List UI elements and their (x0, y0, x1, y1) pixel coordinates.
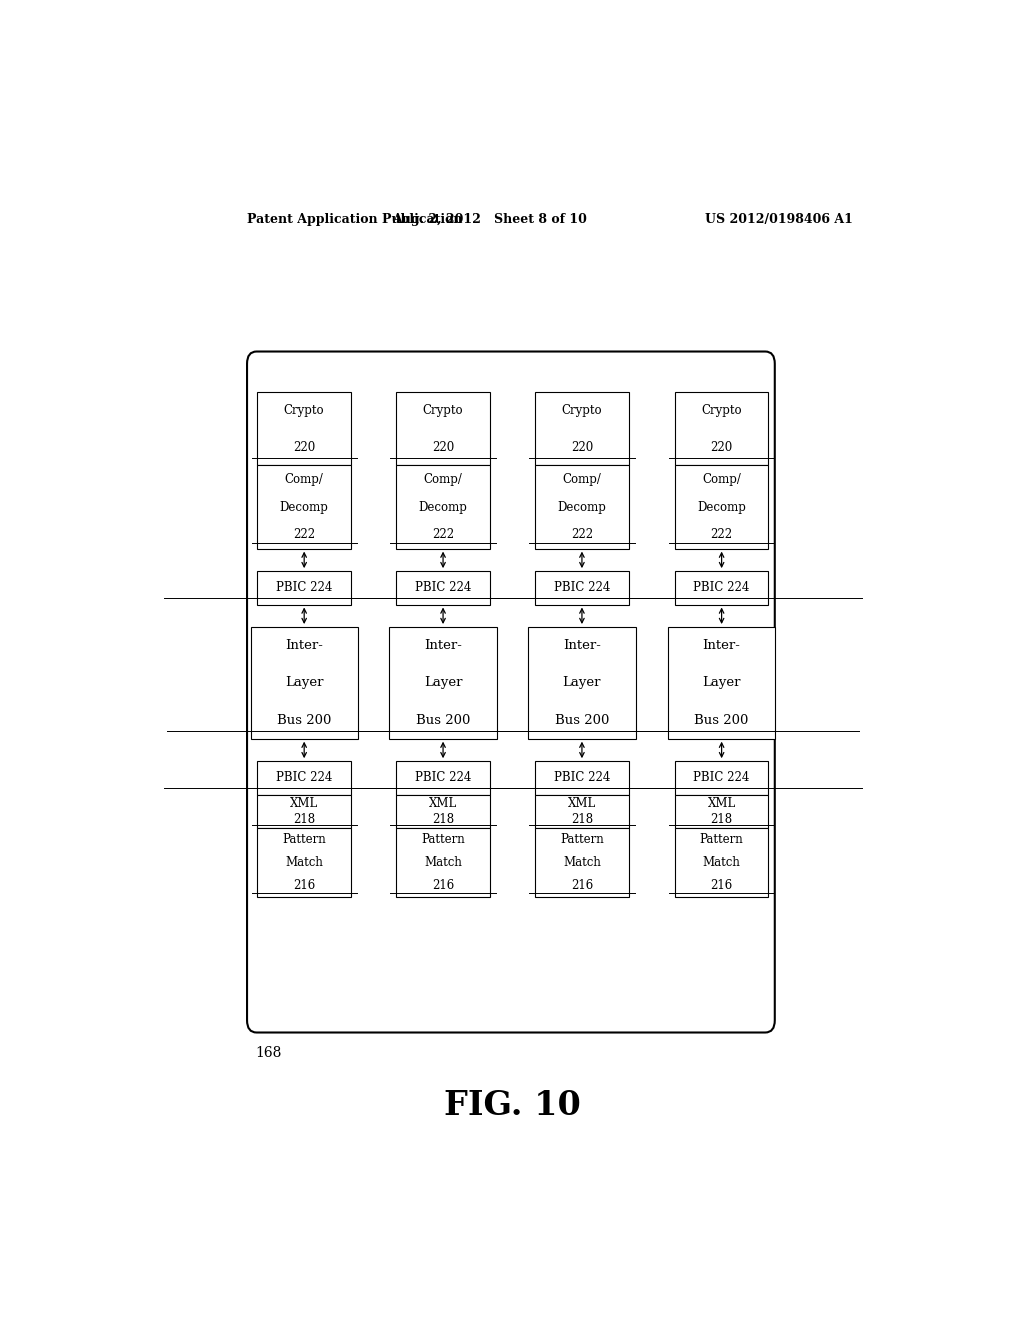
Text: PBIC 224: PBIC 224 (415, 581, 471, 594)
Text: Inter-: Inter- (286, 639, 324, 652)
Text: Comp/: Comp/ (424, 473, 463, 486)
Text: Bus 200: Bus 200 (694, 714, 749, 726)
Bar (675, 392, 768, 466)
Bar (675, 762, 768, 795)
Text: Decomp: Decomp (697, 500, 746, 513)
Text: Comp/: Comp/ (285, 473, 324, 486)
Text: Crypto: Crypto (423, 404, 464, 417)
Bar (257, 828, 351, 898)
Bar (389, 627, 497, 739)
Text: 218: 218 (432, 813, 454, 826)
Text: PBIC 224: PBIC 224 (554, 581, 610, 594)
Text: PBIC 224: PBIC 224 (693, 581, 750, 594)
Text: Pattern: Pattern (283, 833, 326, 846)
Text: 216: 216 (432, 879, 455, 892)
Bar (536, 795, 629, 828)
Text: Crypto: Crypto (284, 404, 325, 417)
Text: Inter-: Inter- (424, 639, 462, 652)
Text: Comp/: Comp/ (702, 473, 741, 486)
Bar (396, 392, 489, 466)
FancyBboxPatch shape (247, 351, 775, 1032)
Bar (528, 627, 636, 739)
Text: Inter-: Inter- (702, 639, 740, 652)
Text: Match: Match (424, 857, 462, 870)
Text: XML: XML (429, 796, 457, 809)
Bar (257, 762, 351, 795)
Text: 218: 218 (711, 813, 733, 826)
Text: PBIC 224: PBIC 224 (693, 771, 750, 784)
Text: 168: 168 (255, 1045, 282, 1060)
Text: 216: 216 (711, 879, 733, 892)
Bar (536, 392, 629, 466)
Text: 216: 216 (570, 879, 593, 892)
Text: Match: Match (702, 857, 740, 870)
Bar (675, 795, 768, 828)
Text: 222: 222 (293, 528, 315, 541)
Bar (396, 572, 489, 605)
Text: 222: 222 (432, 528, 454, 541)
Bar (257, 466, 351, 549)
Text: Layer: Layer (285, 676, 324, 689)
Text: Bus 200: Bus 200 (276, 714, 332, 726)
Text: PBIC 224: PBIC 224 (415, 771, 471, 784)
Bar (536, 762, 629, 795)
Text: Patent Application Publication: Patent Application Publication (247, 213, 463, 226)
Text: Pattern: Pattern (560, 833, 604, 846)
Text: US 2012/0198406 A1: US 2012/0198406 A1 (705, 213, 853, 226)
Text: 216: 216 (293, 879, 315, 892)
Text: 222: 222 (570, 528, 593, 541)
Text: Aug. 2, 2012   Sheet 8 of 10: Aug. 2, 2012 Sheet 8 of 10 (391, 213, 587, 226)
Bar (396, 828, 489, 898)
Bar (668, 627, 775, 739)
Bar (257, 795, 351, 828)
Text: 220: 220 (570, 441, 593, 454)
Bar (536, 572, 629, 605)
Text: Decomp: Decomp (557, 500, 606, 513)
Bar (675, 466, 768, 549)
Text: FIG. 10: FIG. 10 (444, 1089, 582, 1122)
Bar (396, 466, 489, 549)
Text: Layer: Layer (424, 676, 462, 689)
Text: 220: 220 (293, 441, 315, 454)
Text: Crypto: Crypto (701, 404, 742, 417)
Bar (257, 392, 351, 466)
Text: Crypto: Crypto (561, 404, 602, 417)
Bar (396, 795, 489, 828)
Text: Decomp: Decomp (280, 500, 329, 513)
Bar (396, 762, 489, 795)
Text: Inter-: Inter- (563, 639, 601, 652)
Text: Match: Match (563, 857, 601, 870)
Bar (675, 828, 768, 898)
Text: 222: 222 (711, 528, 733, 541)
Text: Layer: Layer (563, 676, 601, 689)
Text: XML: XML (568, 796, 596, 809)
Text: Decomp: Decomp (419, 500, 468, 513)
Text: XML: XML (290, 796, 318, 809)
Text: Comp/: Comp/ (562, 473, 601, 486)
Bar (536, 828, 629, 898)
Text: 218: 218 (570, 813, 593, 826)
Text: PBIC 224: PBIC 224 (276, 581, 333, 594)
Text: PBIC 224: PBIC 224 (554, 771, 610, 784)
Text: Pattern: Pattern (699, 833, 743, 846)
Bar (257, 572, 351, 605)
Bar (675, 572, 768, 605)
Bar (536, 466, 629, 549)
Text: Bus 200: Bus 200 (555, 714, 609, 726)
Text: Pattern: Pattern (421, 833, 465, 846)
Text: XML: XML (708, 796, 735, 809)
Text: 220: 220 (432, 441, 455, 454)
Bar (251, 627, 357, 739)
Text: Layer: Layer (702, 676, 740, 689)
Text: Bus 200: Bus 200 (416, 714, 470, 726)
Text: PBIC 224: PBIC 224 (276, 771, 333, 784)
Text: 220: 220 (711, 441, 733, 454)
Text: Match: Match (286, 857, 324, 870)
Text: 218: 218 (293, 813, 315, 826)
